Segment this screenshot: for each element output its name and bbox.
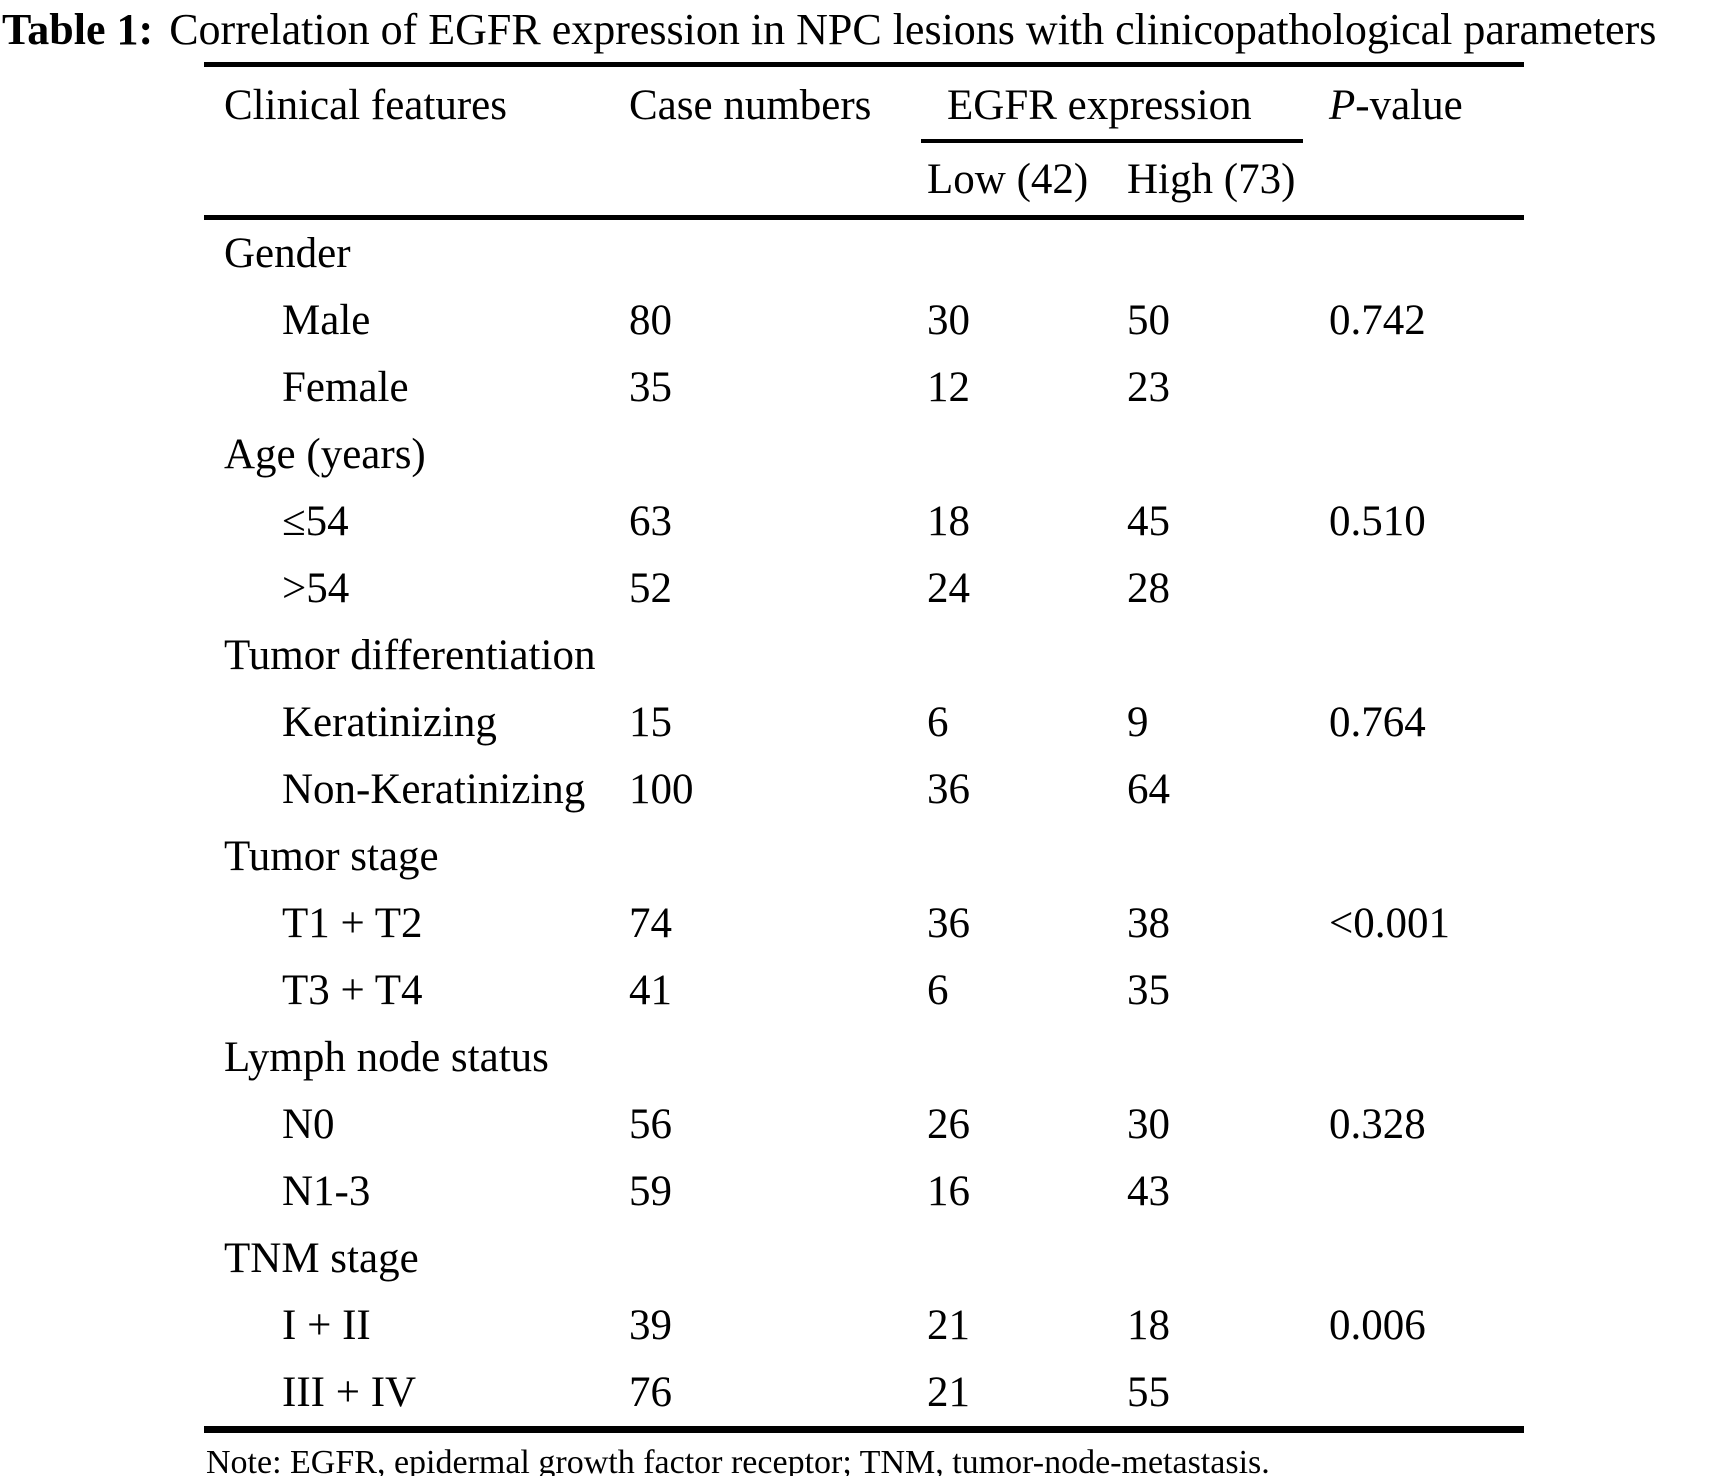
cases-cell: 35 [629, 364, 672, 411]
table-row: N1-3 59 16 43 [204, 1158, 1524, 1225]
high-cell: 55 [1127, 1369, 1170, 1416]
table-body: Gender Male 80 30 50 0.742 Female 35 12 … [204, 220, 1524, 1433]
table-row-section: Tumor differentiation [204, 622, 1524, 689]
table-header: Clinical features Case numbers EGFR expr… [204, 62, 1524, 220]
feature-cell: Keratinizing [282, 699, 497, 746]
feature-cell: I + II [282, 1302, 371, 1349]
high-cell: 45 [1127, 498, 1170, 545]
feature-cell: T1 + T2 [282, 900, 423, 947]
low-cell: 24 [927, 565, 970, 612]
pvalue-cell: 0.742 [1329, 297, 1426, 344]
low-cell: 6 [927, 967, 949, 1014]
cases-cell: 100 [629, 766, 694, 813]
high-cell: 28 [1127, 565, 1170, 612]
low-cell: 21 [927, 1302, 970, 1349]
header-row-2: Low (42) High (73) [204, 143, 1524, 215]
high-cell: 43 [1127, 1168, 1170, 1215]
header-egfr-expression: EGFR expression [921, 67, 1329, 143]
table-title: Table 1: Correlation of EGFR expression i… [2, 2, 1656, 58]
feature-cell: >54 [282, 565, 350, 612]
table-row-section: Tumor stage [204, 823, 1524, 890]
pvalue-cell: 0.328 [1329, 1101, 1426, 1148]
table-row: Male 80 30 50 0.742 [204, 287, 1524, 354]
table-footnote: Note: EGFR, epidermal growth factor rece… [206, 1444, 1270, 1476]
low-cell: 21 [927, 1369, 970, 1416]
low-cell: 30 [927, 297, 970, 344]
high-cell: 9 [1127, 699, 1149, 746]
cases-cell: 76 [629, 1369, 672, 1416]
low-cell: 18 [927, 498, 970, 545]
table-row: Non-Keratinizing 100 36 64 [204, 756, 1524, 823]
header-clinical-features: Clinical features [224, 81, 507, 129]
high-cell: 23 [1127, 364, 1170, 411]
low-cell: 12 [927, 364, 970, 411]
section-label: Lymph node status [224, 1034, 549, 1081]
high-cell: 30 [1127, 1101, 1170, 1148]
header-row-1: Clinical features Case numbers EGFR expr… [204, 67, 1524, 143]
low-cell: 26 [927, 1101, 970, 1148]
egfr-subheader-rule [921, 139, 1303, 143]
table-row: I + II 39 21 18 0.006 [204, 1292, 1524, 1359]
table-row-section: TNM stage [204, 1225, 1524, 1292]
table-row: Female 35 12 23 [204, 354, 1524, 421]
pvalue-cell: 0.006 [1329, 1302, 1426, 1349]
feature-cell: T3 + T4 [282, 967, 423, 1014]
pvalue-cell: 0.510 [1329, 498, 1426, 545]
low-cell: 36 [927, 766, 970, 813]
cases-cell: 74 [629, 900, 672, 947]
high-cell: 38 [1127, 900, 1170, 947]
section-label: Age (years) [224, 431, 426, 478]
p-value-rest: -value [1355, 81, 1463, 129]
table-row: T3 + T4 41 6 35 [204, 957, 1524, 1024]
table-row: Keratinizing 15 6 9 0.764 [204, 689, 1524, 756]
cases-cell: 41 [629, 967, 672, 1014]
table-number-label: Table 1: [2, 5, 154, 54]
feature-cell: N1-3 [282, 1168, 371, 1215]
feature-cell: N0 [282, 1101, 335, 1148]
cases-cell: 15 [629, 699, 672, 746]
cases-cell: 63 [629, 498, 672, 545]
table-row: N0 56 26 30 0.328 [204, 1091, 1524, 1158]
cases-cell: 39 [629, 1302, 672, 1349]
feature-cell: Female [282, 364, 409, 411]
header-case-numbers: Case numbers [629, 81, 872, 129]
high-cell: 50 [1127, 297, 1170, 344]
table-row: ≤54 63 18 45 0.510 [204, 488, 1524, 555]
table-title-text: Correlation of EGFR expression in NPC le… [169, 5, 1657, 54]
table-row-section: Gender [204, 220, 1524, 287]
table-row: >54 52 24 28 [204, 555, 1524, 622]
low-cell: 36 [927, 900, 970, 947]
section-label: Tumor stage [224, 833, 439, 880]
subheader-high: High (73) [1127, 155, 1296, 203]
cases-cell: 80 [629, 297, 672, 344]
cases-cell: 52 [629, 565, 672, 612]
feature-cell: III + IV [282, 1369, 417, 1416]
table-row: T1 + T2 74 36 38 <0.001 [204, 890, 1524, 957]
header-egfr-expression-text: EGFR expression [947, 81, 1252, 129]
data-table: Clinical features Case numbers EGFR expr… [204, 62, 1524, 1476]
header-p-value: P-value [1329, 81, 1524, 130]
p-value-italic-p: P [1329, 81, 1356, 129]
table-row-section: Lymph node status [204, 1024, 1524, 1091]
cases-cell: 56 [629, 1101, 672, 1148]
section-label: TNM stage [224, 1235, 419, 1282]
feature-cell: Non-Keratinizing [282, 766, 586, 813]
low-cell: 16 [927, 1168, 970, 1215]
pvalue-cell: 0.764 [1329, 699, 1426, 746]
high-cell: 18 [1127, 1302, 1170, 1349]
low-cell: 6 [927, 699, 949, 746]
cases-cell: 59 [629, 1168, 672, 1215]
feature-cell: Male [282, 297, 371, 344]
table-row-section: Age (years) [204, 421, 1524, 488]
feature-cell: ≤54 [282, 498, 349, 545]
high-cell: 64 [1127, 766, 1170, 813]
high-cell: 35 [1127, 967, 1170, 1014]
subheader-low: Low (42) [927, 155, 1089, 203]
table-row: III + IV 76 21 55 [204, 1359, 1524, 1426]
pvalue-cell: <0.001 [1329, 900, 1451, 947]
section-label: Gender [224, 230, 351, 277]
section-label: Tumor differentiation [224, 632, 596, 679]
